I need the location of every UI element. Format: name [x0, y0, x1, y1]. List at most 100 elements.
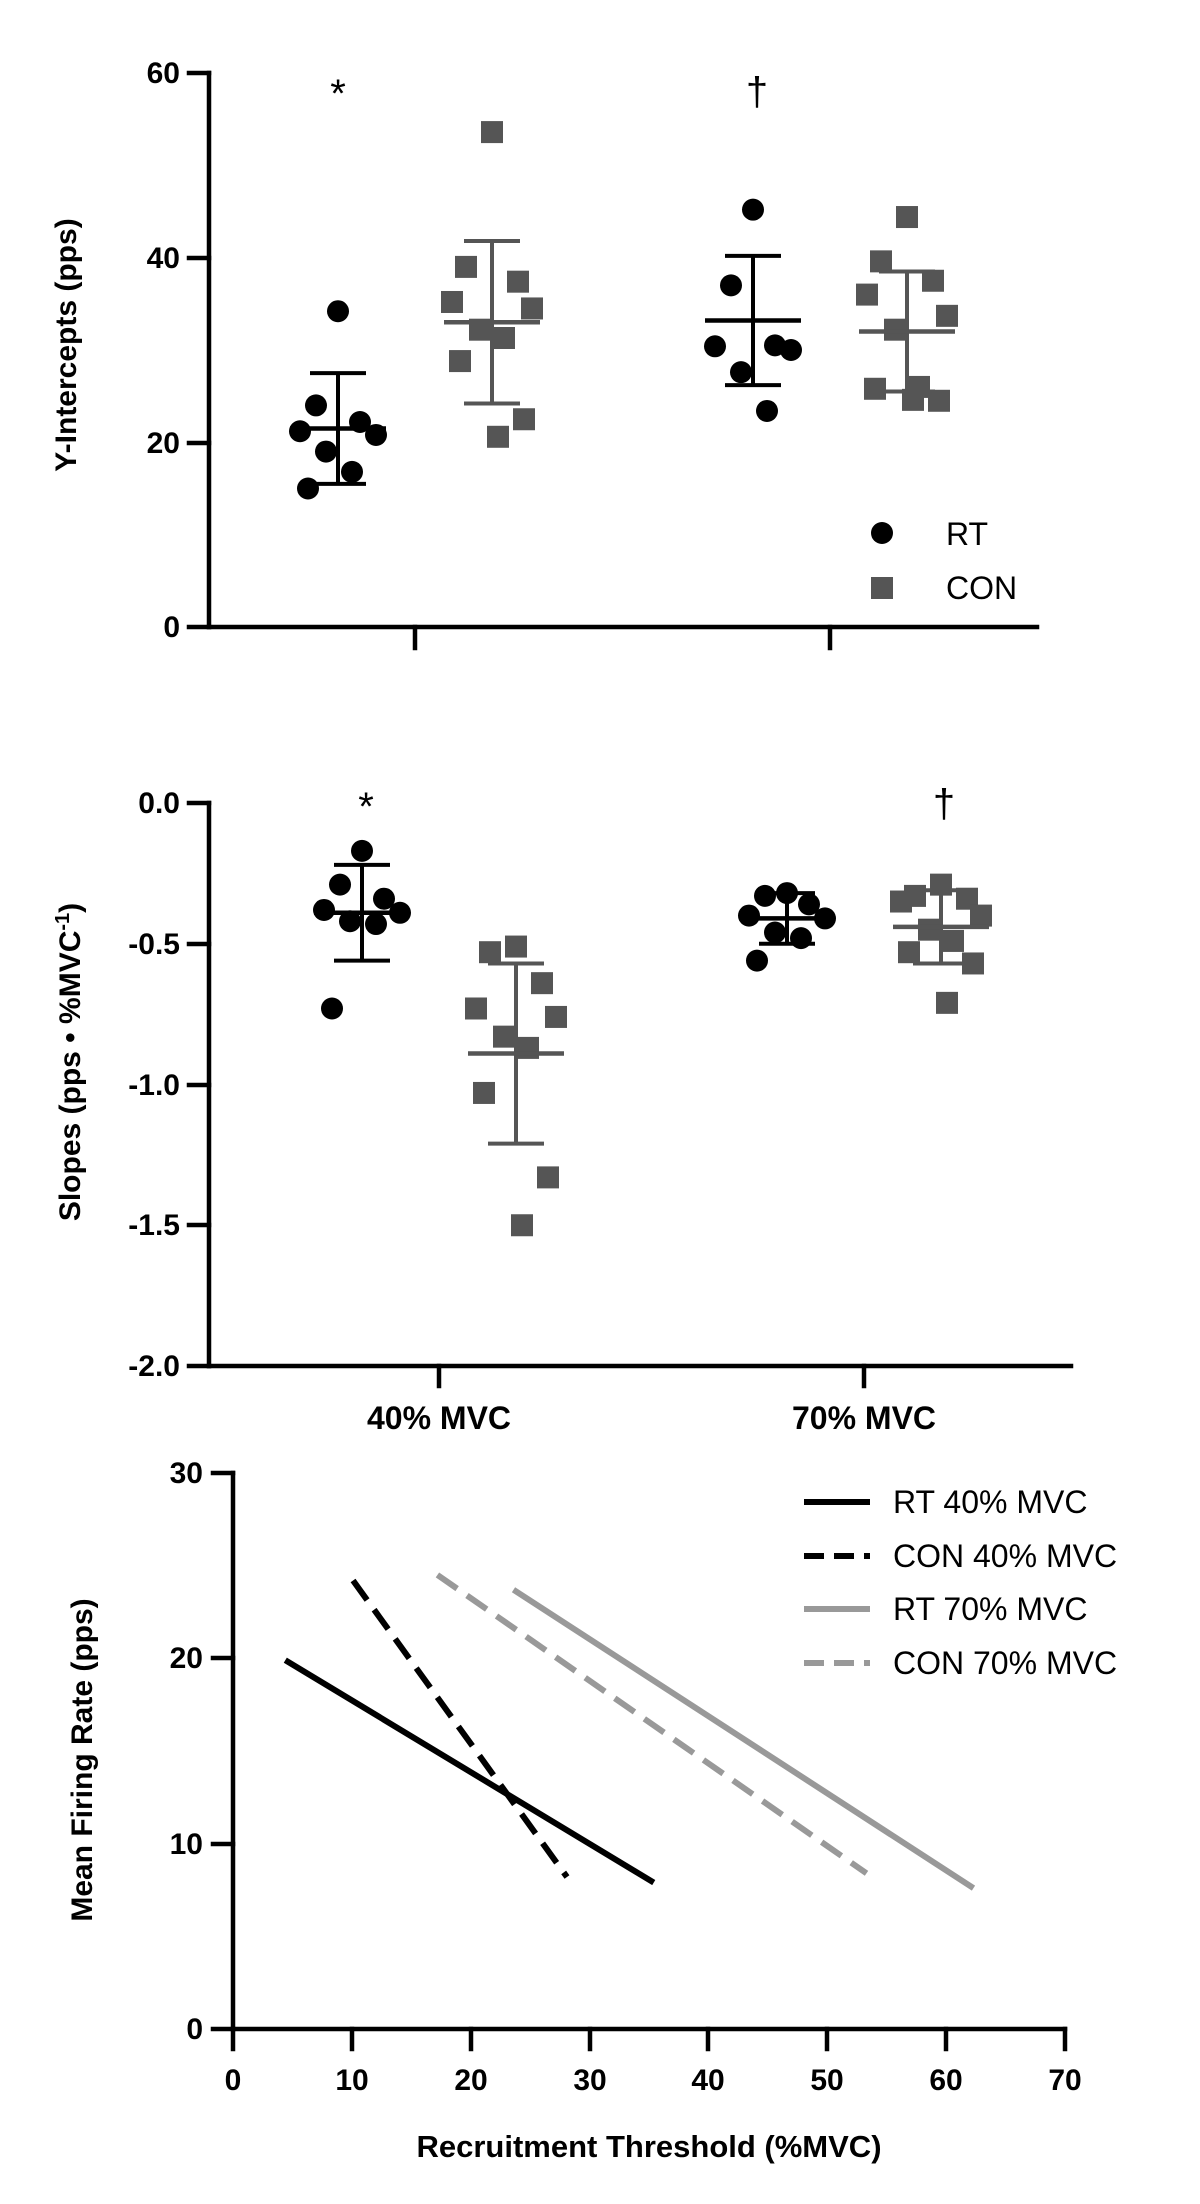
legend-con-70-label: CON 70% MVC: [893, 1645, 1117, 1681]
data-point-con-40-mvc: [479, 941, 501, 964]
data-point-con-70-mvc: [936, 304, 958, 327]
data-point-rt-70-mvc: [746, 949, 768, 972]
data-point-con-40-mvc: [521, 297, 543, 320]
panel-mean-firing-rate: 30 20 10 0 0 10 20 30 40 50 60 70 Recrui…: [66, 1457, 1117, 2164]
legend-con-40-label: CON 40% MVC: [893, 1538, 1117, 1574]
top-annotation-asterisk: *: [330, 72, 346, 116]
middle-y-tick-label: 0.0: [138, 787, 180, 820]
middle-y-axis-label: Slopes (pps • %MVC-1): [52, 903, 87, 1221]
top-annotation-dagger: †: [746, 70, 768, 114]
data-point-con-70-mvc: [918, 918, 940, 941]
data-point-con-40-mvc: [493, 326, 515, 349]
data-point-rt-40-mvc: [315, 440, 337, 463]
data-point-rt-40-mvc: [321, 997, 343, 1020]
data-point-con-70-mvc: [890, 890, 912, 913]
middle-y-tick-label: -1.0: [128, 1069, 180, 1102]
series-line-rt-70-mvc: [511, 1587, 976, 1891]
data-point-con-40-mvc: [507, 270, 529, 293]
data-point-rt-70-mvc: [738, 904, 760, 927]
series-line-con-40-mvc: [350, 1578, 570, 1879]
data-point-con-40-mvc: [513, 408, 535, 431]
data-point-rt-40-mvc: [297, 477, 319, 500]
category-label-70: 70% MVC: [792, 1400, 936, 1436]
data-point-con-70-mvc: [956, 887, 978, 910]
data-point-con-40-mvc: [441, 290, 463, 313]
bottom-x-tick-label: 10: [335, 2064, 368, 2097]
panel-y-intercepts: 60 40 20 0 Y-Intercepts (pps) RT CON * †: [50, 57, 1040, 651]
data-point-rt-40-mvc: [365, 913, 387, 936]
data-point-con-40-mvc: [537, 1166, 559, 1189]
data-point-con-70-mvc: [864, 377, 886, 400]
data-point-con-40-mvc: [487, 425, 509, 448]
data-point-con-40-mvc: [449, 350, 471, 373]
data-point-rt-40-mvc: [373, 887, 395, 910]
data-point-rt-70-mvc: [798, 893, 820, 916]
data-point-con-40-mvc: [473, 1081, 495, 1104]
data-point-con-70-mvc: [962, 952, 984, 975]
data-point-rt-40-mvc: [341, 460, 363, 483]
middle-y-label-main: Slopes (pps • %MVC: [54, 931, 87, 1222]
bottom-x-tick-label: 60: [929, 2064, 962, 2097]
series-line-con-70-mvc: [435, 1572, 869, 1876]
data-point-rt-40-mvc: [313, 898, 335, 921]
bottom-x-tick-label: 50: [810, 2064, 843, 2097]
bottom-y-tick-label: 0: [186, 2013, 203, 2046]
legend-rt-marker: [871, 522, 893, 544]
middle-y-label-end: ): [54, 903, 87, 913]
top-y-tick-label: 0: [163, 611, 180, 644]
data-point-con-40-mvc: [493, 1025, 515, 1048]
panel-slopes: 0.0 -0.5 -1.0 -1.5 -2.0 40% MVC 70% MVC …: [52, 782, 1074, 1436]
data-point-con-70-mvc: [928, 389, 950, 412]
top-y-tick-label: 40: [147, 242, 180, 275]
data-point-rt-40-mvc: [289, 420, 311, 443]
bottom-x-tick-label: 30: [573, 2064, 606, 2097]
data-point-rt-70-mvc: [764, 921, 786, 944]
legend-con-marker: [871, 577, 893, 599]
bottom-x-tick-label: 70: [1048, 2064, 1081, 2097]
data-point-rt-70-mvc: [730, 361, 752, 384]
bottom-data-layer: [283, 1572, 976, 1891]
data-point-con-70-mvc: [902, 388, 924, 411]
data-point-rt-70-mvc: [754, 884, 776, 907]
data-point-rt-40-mvc: [351, 839, 373, 862]
data-point-con-40-mvc: [465, 997, 487, 1020]
bottom-y-tick-label: 20: [170, 1642, 203, 1675]
category-label-40: 40% MVC: [367, 1400, 511, 1436]
data-point-con-70-mvc: [970, 904, 992, 927]
legend-con-label: CON: [946, 570, 1017, 606]
top-data-layer: [289, 121, 958, 500]
middle-annotation-asterisk: *: [358, 785, 374, 829]
data-point-rt-40-mvc: [329, 873, 351, 896]
bottom-x-axis-label: Recruitment Threshold (%MVC): [416, 2129, 881, 2164]
top-y-axis-label: Y-Intercepts (pps): [50, 218, 83, 471]
data-point-con-70-mvc: [922, 269, 944, 292]
legend-rt-70-label: RT 70% MVC: [893, 1591, 1087, 1627]
data-point-con-70-mvc: [942, 929, 964, 952]
data-point-rt-70-mvc: [742, 198, 764, 221]
top-y-tick-label: 60: [147, 57, 180, 90]
data-point-rt-40-mvc: [327, 300, 349, 323]
data-point-rt-40-mvc: [305, 394, 327, 417]
data-point-rt-70-mvc: [776, 882, 798, 905]
data-point-rt-40-mvc: [339, 910, 361, 933]
data-point-con-40-mvc: [531, 972, 553, 995]
bottom-y-tick-label: 30: [170, 1457, 203, 1490]
data-point-con-70-mvc: [896, 206, 918, 229]
bottom-x-tick-label: 20: [454, 2064, 487, 2097]
middle-y-tick-label: -1.5: [128, 1209, 180, 1242]
legend-rt-40-label: RT 40% MVC: [893, 1484, 1087, 1520]
bottom-x-tick-label: 0: [225, 2064, 242, 2097]
data-point-rt-70-mvc: [756, 399, 778, 422]
legend-rt-label: RT: [946, 516, 988, 552]
bottom-y-axis-label: Mean Firing Rate (pps): [66, 1598, 99, 1921]
data-point-con-40-mvc: [455, 255, 477, 278]
data-point-rt-70-mvc: [720, 274, 742, 297]
data-point-rt-70-mvc: [780, 339, 802, 361]
data-point-con-70-mvc: [870, 250, 892, 273]
data-point-con-40-mvc: [545, 1005, 567, 1028]
data-point-con-70-mvc: [898, 941, 920, 964]
data-point-rt-70-mvc: [790, 927, 812, 950]
series-line-rt-40-mvc: [283, 1657, 656, 1886]
middle-y-label-superscript: -1: [52, 913, 74, 931]
